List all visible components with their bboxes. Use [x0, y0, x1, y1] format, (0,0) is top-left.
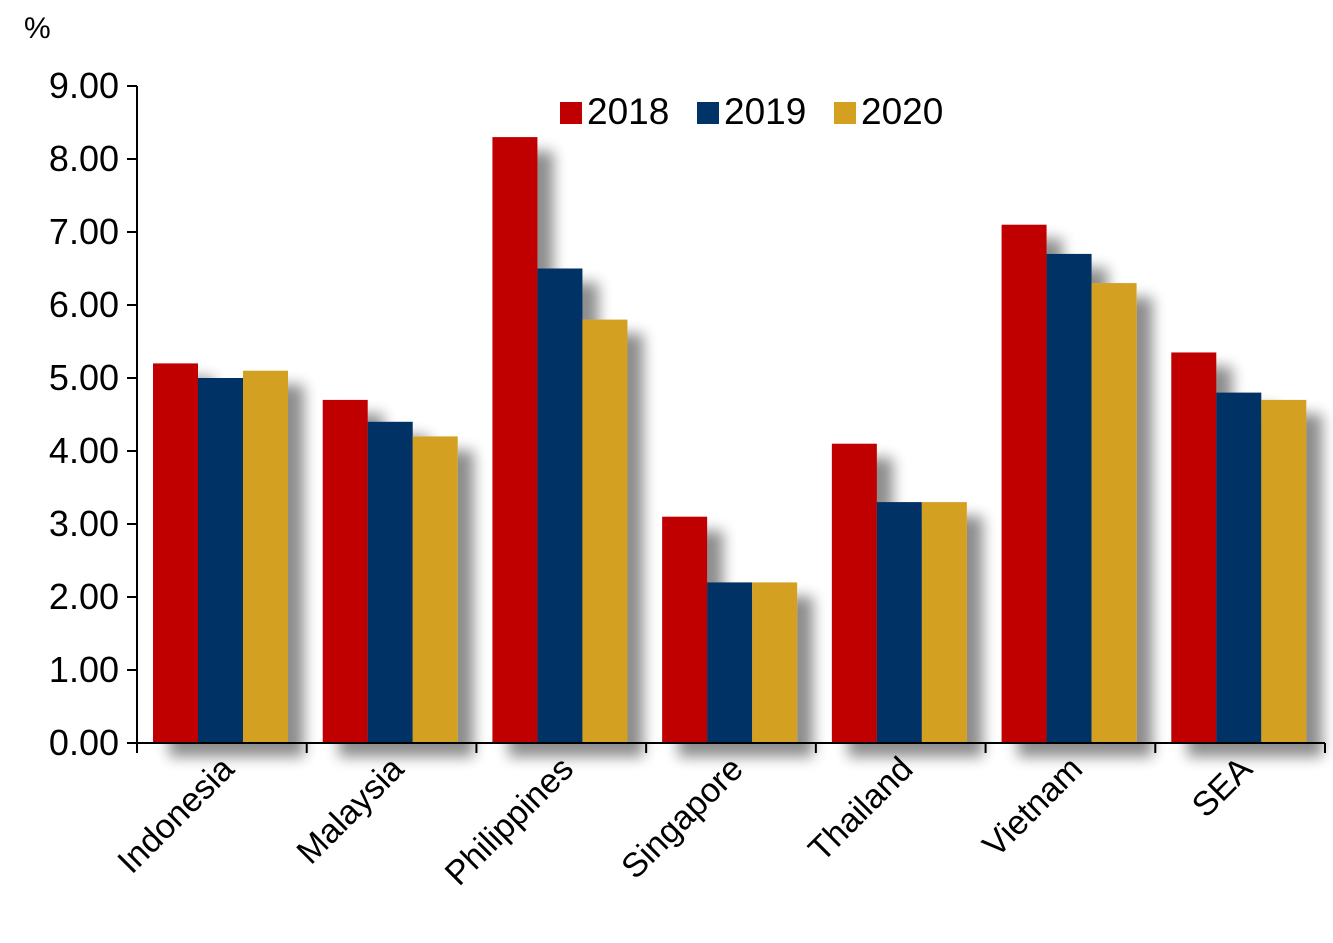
y-axis: 0.00 1.00 2.00 3.00 4.00 5.00 6.00 7.00 8.00 9.00	[49, 65, 138, 763]
y-tick-label: 3.00	[49, 503, 119, 544]
bar-2020-sea	[1261, 399, 1307, 743]
bar-2020-philippines	[582, 319, 628, 743]
bar-2018-sea	[1171, 352, 1217, 743]
y-unit-label: %	[24, 12, 51, 45]
bar-2018-indonesia	[153, 363, 198, 743]
bar-2019-sea	[1216, 392, 1262, 743]
bars	[153, 137, 1307, 744]
bar-2019-vietnam	[1046, 253, 1092, 743]
y-tick-label: 1.00	[49, 649, 119, 690]
legend-swatch-2020	[834, 102, 856, 124]
bar-2019-philippines	[537, 268, 583, 743]
bar-2019-thailand	[876, 502, 922, 743]
legend-label-2020: 2020	[861, 91, 943, 132]
legend: 2018 2019 2020	[560, 91, 943, 132]
bar-2018-malaysia	[322, 399, 368, 743]
x-tick-label: SEA	[1185, 750, 1260, 825]
y-tick-label: 4.00	[49, 430, 119, 471]
y-tick-label: 9.00	[49, 65, 119, 106]
x-tick-label: Singapore	[614, 750, 750, 886]
legend-label-2019: 2019	[724, 91, 806, 132]
y-tick-label: 0.00	[49, 722, 119, 763]
bar-2018-vietnam	[1001, 224, 1047, 743]
x-axis: Indonesia Malaysia Philippines Singapore Tha…	[110, 742, 1326, 893]
y-tick-label: 6.00	[49, 284, 119, 325]
bar-2018-singapore	[662, 516, 708, 743]
legend-label-2018: 2018	[587, 91, 669, 132]
bar-2019-malaysia	[367, 421, 413, 743]
x-tick-label: Indonesia	[110, 750, 241, 881]
bar-2020-vietnam	[1091, 283, 1137, 743]
bar-2020-indonesia	[243, 370, 288, 743]
y-tick-label: 7.00	[49, 211, 119, 252]
y-tick-label: 5.00	[49, 357, 119, 398]
bar-2020-malaysia	[412, 436, 458, 743]
bar-2019-indonesia	[198, 378, 243, 743]
bar-2020-thailand	[921, 502, 967, 743]
x-tick-label: Philippines	[438, 750, 581, 893]
legend-swatch-2018	[560, 102, 582, 124]
legend-swatch-2019	[697, 102, 719, 124]
y-tick-label: 8.00	[49, 138, 119, 179]
bar-2018-thailand	[831, 443, 877, 743]
bar-2020-singapore	[752, 582, 798, 743]
x-tick-label: Malaysia	[289, 750, 411, 872]
x-tick-label: Vietnam	[975, 750, 1090, 865]
bar-2018-philippines	[492, 137, 538, 744]
y-tick-label: 2.00	[49, 576, 119, 617]
bar-2019-singapore	[707, 582, 753, 743]
x-tick-label: Thailand	[801, 750, 920, 869]
